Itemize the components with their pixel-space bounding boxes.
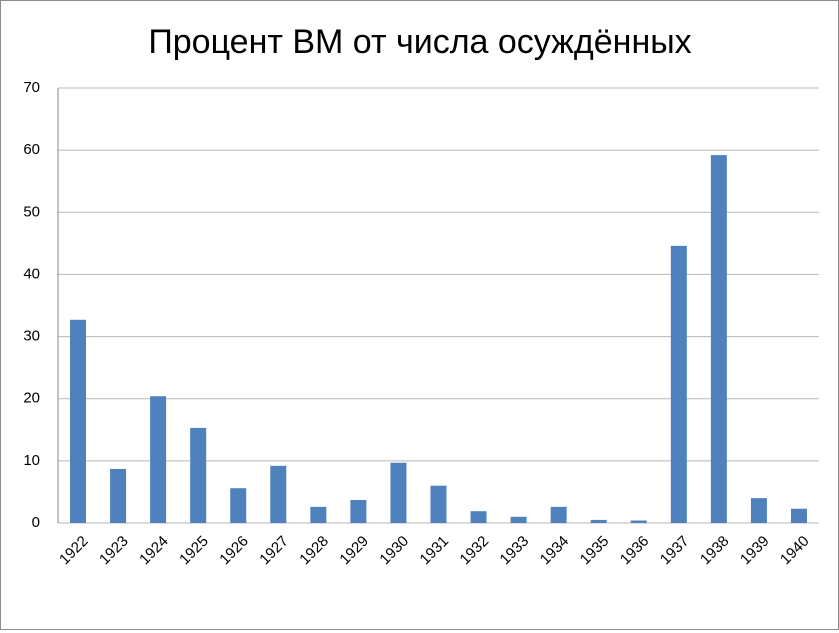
bar: [310, 506, 327, 523]
bar: [470, 511, 487, 523]
bar: [70, 319, 87, 523]
bar: [390, 462, 407, 523]
bar: [270, 465, 287, 523]
bar: [790, 508, 807, 523]
y-tick-label: 60: [23, 141, 40, 158]
bar: [590, 519, 607, 523]
bar: [150, 396, 167, 523]
bar: [430, 485, 447, 523]
y-tick-label: 0: [32, 514, 40, 531]
y-tick-label: 20: [23, 390, 40, 407]
bar: [230, 488, 247, 523]
bar: [670, 245, 687, 524]
y-tick-label: 70: [23, 79, 40, 96]
bar: [550, 506, 567, 523]
bar: [630, 520, 647, 523]
y-tick-label: 40: [23, 265, 40, 282]
y-tick-label: 50: [23, 203, 40, 220]
bar: [710, 155, 727, 523]
bar: [750, 498, 767, 523]
y-tick-label: 30: [23, 328, 40, 345]
bar: [510, 516, 527, 523]
bar: [110, 468, 127, 523]
bar: [190, 427, 207, 523]
y-tick-label: 10: [23, 452, 40, 469]
chart-title: Процент ВМ от числа осуждённых: [148, 23, 691, 61]
bar: [350, 500, 367, 523]
